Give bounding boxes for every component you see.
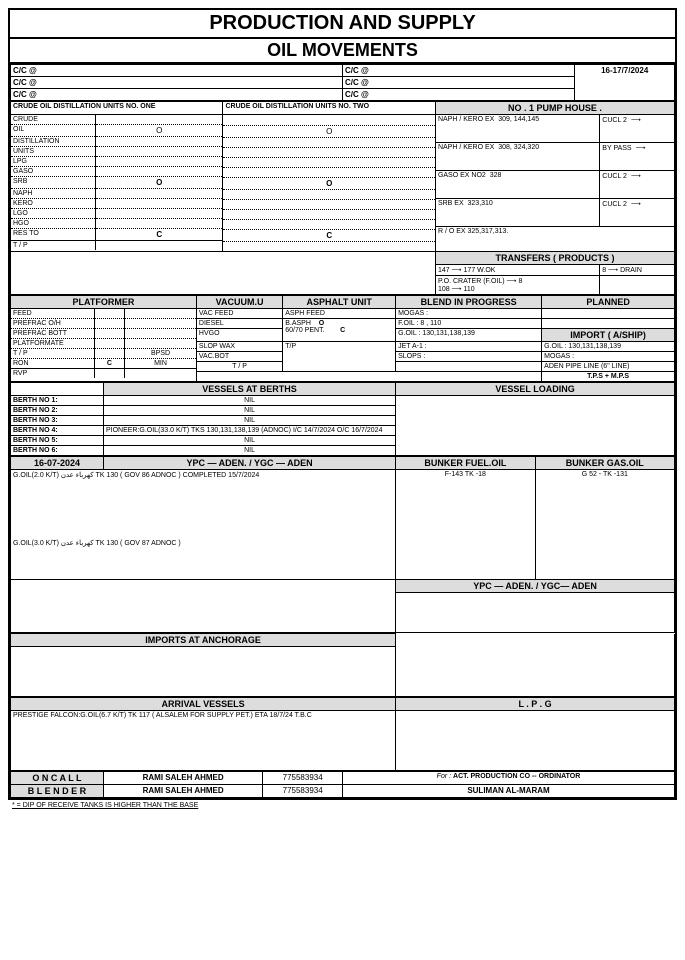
lpg-header: L . P . G (396, 698, 675, 711)
pumphouse-header: NO . 1 PUMP HOUSE . (435, 102, 674, 115)
bunker-fo-header: BUNKER FUEL.OIL (396, 457, 535, 470)
cdu2-header: CRUDE OIL DISTILLATION UNITS NO. TWO (223, 102, 435, 115)
oncall-name: RAMI SALEH AHMED (103, 772, 262, 785)
arrival-val: PRESTIGE FALCON:G.OIL(6.7 K/T) TK 117 ( … (11, 711, 396, 771)
vacuum-header: VACUUM.U (196, 296, 282, 309)
cc-cell: C/C @ (11, 65, 343, 77)
coord-name: SULIMAN AL-MARAM (342, 785, 674, 798)
footnote: * = DIP OF RECEIVE TANKS IS HIGHER THAN … (8, 800, 677, 811)
cdu1-header: CRUDE OIL DISTILLATION UNITS NO. ONE (11, 102, 223, 115)
transfers-header: TRANSFERS ( PRODUCTS ) (435, 252, 674, 265)
ypc-ygc-2: YPC — ADEN. / YGC— ADEN (396, 580, 675, 593)
ro-line: R / O EX 325,317,313. (435, 226, 674, 251)
form-sheet: PRODUCTION AND SUPPLY OIL MOVEMENTS C/C … (8, 8, 677, 800)
date-range: 16-17/7/2024 (575, 65, 675, 101)
cc-cell: C/C @ (343, 89, 575, 101)
arrival-header: ARRIVAL VESSELS (11, 698, 396, 711)
signature-grid: O N C A L L RAMI SALEH AHMED 775583934 F… (10, 771, 675, 798)
asphalt-header: ASPHALT UNIT (283, 296, 396, 309)
cdu1-body: CRUDE OILO DISTILLATION UNITS LPG GASO S… (11, 115, 223, 252)
imports-header: IMPORTS AT ANCHORAGE (11, 634, 396, 647)
berths-header: VESSELS AT BERTHS (103, 383, 395, 396)
platformer-body: FEED PREFRAC O/H PREFRAC BOTT PLATFORMAT… (11, 309, 197, 382)
vessel-loading-header: VESSEL LOADING (396, 383, 675, 396)
title-main: PRODUCTION AND SUPPLY (10, 10, 675, 39)
cc-cell: C/C @ (11, 89, 343, 101)
imports-grid: IMPORTS AT ANCHORAGE (10, 633, 675, 697)
cc-cell: C/C @ (343, 77, 575, 89)
ship-date: 16-07-2024 (11, 457, 104, 470)
cdu2-body: O O C (223, 115, 435, 252)
ypc-ygc: YPC — ADEN. / YGC — ADEN (103, 457, 395, 470)
title-sub: OIL MOVEMENTS (10, 39, 675, 64)
mid-grid: PLATFORMER VACUUM.U ASPHALT UNIT BLEND I… (10, 295, 675, 382)
shipment-grid: 16-07-2024 YPC — ADEN. / YGC — ADEN BUNK… (10, 456, 675, 633)
oncall-tel: 775583934 (263, 772, 343, 785)
pump-row: NAPH / KERO EX 309, 144,145 (435, 115, 599, 143)
import-header: IMPORT ( A/SHIP) (542, 329, 675, 342)
oncall-h: O N C A L L (11, 772, 104, 785)
arrival-grid: ARRIVAL VESSELS L . P . G PRESTIGE FALCO… (10, 697, 675, 771)
blender-name: RAMI SALEH AHMED (103, 785, 262, 798)
ship-body: G.OIL(2.0 K/T) كهرباء عدن TK 130 ( GOV 8… (11, 470, 396, 580)
coord-header: For : ACT. PRODUCTION CO -- ORDINATOR (342, 772, 674, 785)
blender-h: B L E N D E R (11, 785, 104, 798)
blender-tel: 775583934 (263, 785, 343, 798)
platformer-header: PLATFORMER (11, 296, 197, 309)
cc-cell: C/C @ (343, 65, 575, 77)
upper-grid: CRUDE OIL DISTILLATION UNITS NO. ONE CRU… (10, 101, 675, 295)
planned-header: PLANNED (542, 296, 675, 309)
bunker-go-header: BUNKER GAS.OIL (535, 457, 674, 470)
blend-header: BLEND IN PROGRESS (396, 296, 542, 309)
berths-grid: VESSELS AT BERTHS VESSEL LOADING BERTH N… (10, 382, 675, 456)
cc-cell: C/C @ (11, 77, 343, 89)
cc-block: C/C @ C/C @ 16-17/7/2024 C/C @ C/C @ C/C… (10, 64, 675, 101)
